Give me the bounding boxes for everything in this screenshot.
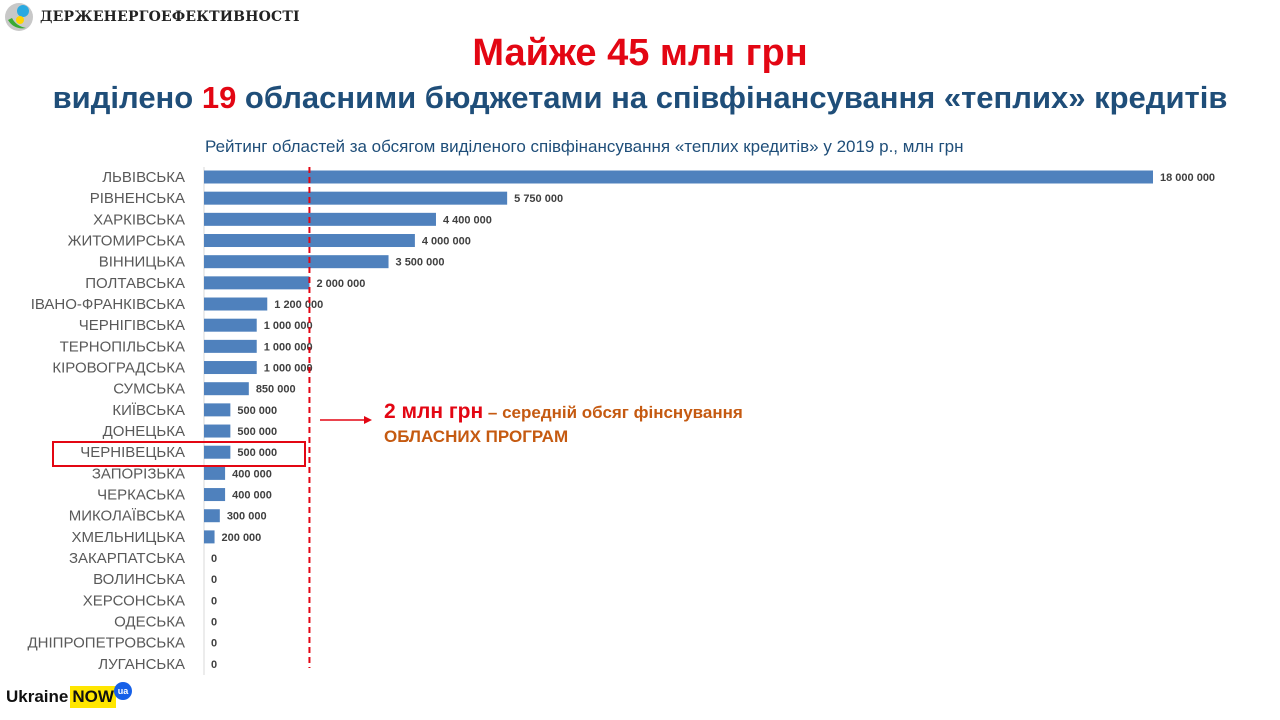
category-label: МИКОЛАЇВСЬКА <box>69 508 185 525</box>
logo-icon <box>5 3 33 31</box>
data-label: 500 000 <box>237 447 277 459</box>
category-label: ВОЛИНСЬКА <box>93 571 185 588</box>
category-label: ХМЕЛЬНИЦЬКА <box>72 529 186 546</box>
bar <box>204 318 257 332</box>
data-label: 4 400 000 <box>443 214 492 226</box>
category-label: ЧЕРНІВЕЦЬКА <box>80 444 185 461</box>
data-label: 0 <box>211 574 217 586</box>
data-label: 1 000 000 <box>264 320 313 332</box>
ukraine-now-logo: Ukraine NOW ua <box>6 682 132 708</box>
chart-title: Рейтинг областей за обсягом виділеного с… <box>205 137 964 156</box>
bar <box>204 276 310 290</box>
arrow-head-icon <box>364 416 372 424</box>
category-label: ОДЕСЬКА <box>114 614 185 631</box>
bar <box>204 212 436 226</box>
data-label: 3 500 000 <box>396 257 445 269</box>
subtitle-post: обласними бюджетами на співфінансування … <box>236 80 1228 115</box>
data-label: 300 000 <box>227 511 267 523</box>
bar <box>204 403 231 417</box>
data-label: 0 <box>211 617 217 629</box>
bar <box>204 361 257 375</box>
data-label: 4 000 000 <box>422 236 471 248</box>
bar <box>204 466 226 480</box>
subtitle-number: 19 <box>201 80 237 115</box>
category-label: ДНІПРОПЕТРОВСЬКА <box>28 635 186 652</box>
bar <box>204 339 257 353</box>
category-label: ПОЛТАВСЬКА <box>85 275 185 292</box>
data-label: 1 200 000 <box>274 299 323 311</box>
category-label: ЧЕРКАСЬКА <box>97 487 185 504</box>
category-label: ДОНЕЦЬКА <box>103 423 185 440</box>
category-label: ВІННИЦЬКА <box>99 254 185 271</box>
data-label: 400 000 <box>232 468 272 480</box>
bar <box>204 530 215 544</box>
page-subtitle: виділено 19 обласними бюджетами на співф… <box>0 80 1280 116</box>
data-label: 5 750 000 <box>514 193 563 205</box>
data-label: 1 000 000 <box>264 341 313 353</box>
brand-now: NOW <box>70 686 116 708</box>
bar <box>204 382 249 396</box>
category-label: ТЕРНОПІЛЬСЬКА <box>60 338 185 355</box>
subtitle-pre: виділено <box>52 80 202 115</box>
category-label: ЛЬВІВСЬКА <box>102 169 185 186</box>
logo-text: ДЕРЖЕНЕРГОЕФЕКТИВНОСТІ <box>40 9 300 25</box>
bar <box>204 488 226 502</box>
category-label: КИЇВСЬКА <box>112 402 185 419</box>
category-label: ЧЕРНІГІВСЬКА <box>79 317 185 334</box>
page-title: Майже 45 млн грн <box>472 32 808 74</box>
logo: ДЕРЖЕНЕРГОЕФЕКТИВНОСТІ <box>4 2 300 32</box>
data-label: 850 000 <box>256 384 296 396</box>
annotation-amount: 2 млн грн <box>384 400 484 423</box>
data-label: 1 000 000 <box>264 363 313 375</box>
category-label: ЖИТОМИРСЬКА <box>68 233 185 250</box>
category-label: ЗАКАРПАТСЬКА <box>69 550 185 567</box>
bar <box>204 297 268 311</box>
highlight-box <box>52 441 306 467</box>
data-label: 18 000 000 <box>1160 172 1215 184</box>
data-label: 400 000 <box>232 490 272 502</box>
data-label: 2 000 000 <box>316 278 365 290</box>
data-label: 500 000 <box>237 405 277 417</box>
data-label: 0 <box>211 553 217 565</box>
data-label: 0 <box>211 638 217 650</box>
bar <box>204 170 1153 184</box>
data-label: 0 <box>211 659 217 671</box>
category-label: ЛУГАНСЬКА <box>98 656 185 673</box>
bar <box>204 509 220 523</box>
annotation-text2: ОБЛАСНИХ ПРОГРАМ <box>384 427 569 446</box>
category-label: СУМСЬКА <box>113 381 185 398</box>
bar <box>204 445 231 459</box>
bar <box>204 424 231 438</box>
category-label: ХАРКІВСЬКА <box>93 211 185 228</box>
annotation: 2 млн грн – середній обсяг фінснування О… <box>384 400 743 449</box>
category-label: ЗАПОРІЗЬКА <box>92 465 185 482</box>
category-label: ХЕРСОНСЬКА <box>83 592 185 609</box>
category-label: ІВАНО-ФРАНКІВСЬКА <box>31 296 185 313</box>
annotation-text: – середній обсяг фінснування <box>483 403 743 422</box>
data-label: 200 000 <box>222 532 262 544</box>
brand-badge: ua <box>114 682 132 700</box>
brand-text: Ukraine <box>6 687 69 706</box>
data-label: 500 000 <box>237 426 277 438</box>
category-label: КІРОВОГРАДСЬКА <box>52 360 185 377</box>
bar <box>204 191 508 205</box>
bar <box>204 255 389 269</box>
data-label: 0 <box>211 595 217 607</box>
category-label: РІВНЕНСЬКА <box>90 190 185 207</box>
